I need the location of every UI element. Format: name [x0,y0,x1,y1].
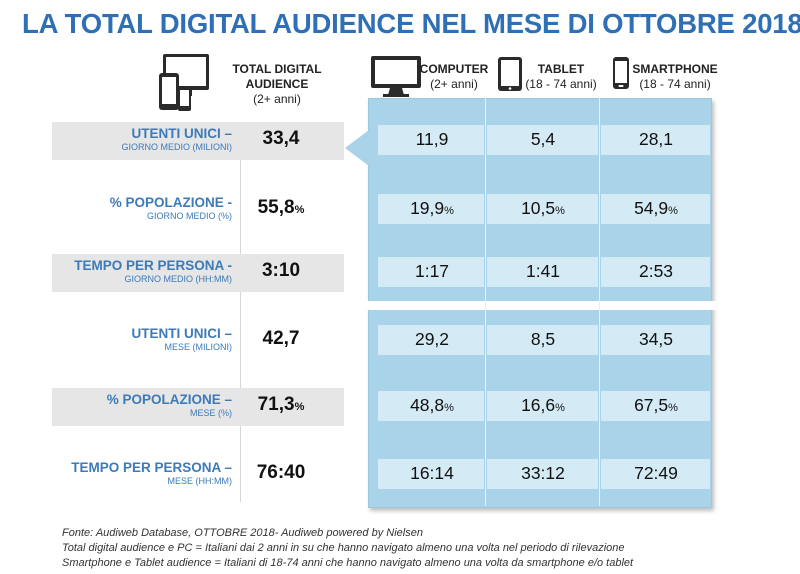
row-band [52,254,344,292]
row-label-main: TEMPO PER PERSONA - [74,258,232,273]
smartphone-value: 2:53 [638,261,674,281]
smartphone-value: 67,5% [634,395,678,415]
unit-suffix: % [555,402,565,414]
multi-device-icon [159,54,209,111]
monitor-icon [371,56,421,97]
value-cell-band [601,194,710,224]
value-cell-band [487,459,598,489]
callout-pointer [345,130,369,166]
value-cell-band [378,391,484,421]
tablet-value: 33:12 [521,463,565,483]
tablet-icon [498,57,522,91]
smartphone-value: 72:49 [634,463,678,483]
total-value: 76:40 [256,462,306,483]
total-value: 3:10 [261,260,301,281]
panel-separator [599,98,600,506]
computer-value: 29,2 [414,329,450,349]
value-cell-band [487,194,598,224]
row-label: % POPOLAZIONE - GIORNO MEDIO (%) [110,195,232,222]
total-value: 42,7 [262,328,300,349]
row-label-main: UTENTI UNICI – [131,326,232,341]
tablet-value: 5,4 [530,129,556,149]
row-label-main: % POPOLAZIONE – [106,392,232,407]
row-label: UTENTI UNICI – MESE (MILIONI) [131,326,232,353]
row-label-main: UTENTI UNICI – [131,126,232,141]
value-cell-band [487,125,598,155]
value-cell-band [378,194,484,224]
row-band [52,122,344,160]
row-label-sub: GIORNO MEDIO (MILIONI) [121,142,232,152]
computer-value: 1:17 [414,261,450,281]
value-cell-band [378,459,484,489]
row-label: UTENTI UNICI – GIORNO MEDIO (MILIONI) [121,126,232,153]
header-computer: COMPUTER (2+ anni) [419,62,489,91]
column-divider [240,124,241,502]
smartphone-icon [613,57,629,89]
tablet-value: 8,5 [530,329,556,349]
section-gap [360,301,716,310]
tablet-value: 10,5% [521,198,565,218]
value-cell-band [601,125,710,155]
footnotes: Fonte: Audiweb Database, OTTOBRE 2018- A… [62,527,634,569]
unit-suffix: % [668,402,678,414]
computer-value: 11,9 [415,129,449,149]
row-label-sub: MESE (MILIONI) [164,342,232,352]
value-cell-band [378,257,484,287]
row-label: TEMPO PER PERSONA - GIORNO MEDIO (HH:MM) [74,258,232,285]
header-total: TOTAL DIGITAL AUDIENCE (2+ anni) [232,62,322,106]
value-cell-band [601,325,710,355]
total-value: 33,4 [262,128,300,149]
unit-suffix: % [444,205,454,217]
smartphone-value: 28,1 [638,129,674,149]
smartphone-value: 54,9% [634,198,678,218]
value-cell-band [601,459,710,489]
value-cell-band [487,257,598,287]
header-tablet: TABLET (18 - 74 anni) [525,62,597,91]
row-band [52,388,344,426]
row-label-sub: MESE (HH:MM) [167,476,233,486]
computer-value: 48,8% [410,395,454,415]
row-label: TEMPO PER PERSONA – MESE (HH:MM) [71,460,232,487]
row-label-sub: GIORNO MEDIO (%) [147,211,232,221]
total-value: 55,8% [257,197,305,218]
unit-suffix: % [668,205,678,217]
tablet-value: 16,6% [521,395,565,415]
value-cell-band [487,391,598,421]
unit-suffix: % [555,205,565,217]
value-cell-band [601,257,710,287]
total-value: 71,3% [257,394,305,415]
page-title: LA TOTAL DIGITAL AUDIENCE NEL MESE DI OT… [22,8,800,39]
row-label: % POPOLAZIONE – MESE (%) [107,392,232,419]
unit-suffix: % [444,402,454,414]
smartphone-value: 34,5 [638,329,674,349]
computer-value: 16:14 [410,463,454,483]
panel-separator [485,98,486,506]
unit-suffix: % [294,401,305,413]
value-cell-band [378,325,484,355]
row-label-main: TEMPO PER PERSONA – [71,460,232,475]
row-label-sub: GIORNO MEDIO (HH:MM) [124,274,233,284]
computer-value: 19,9% [410,198,454,218]
value-cell-band [378,125,484,155]
tablet-value: 1:41 [525,261,561,281]
value-cell-band [487,325,598,355]
value-cell-band [601,391,710,421]
header-smartphone: SMARTPHONE (18 - 74 anni) [632,62,718,91]
row-label-sub: MESE (%) [189,408,232,418]
unit-suffix: % [294,204,305,216]
row-label-main: % POPOLAZIONE - [109,195,232,210]
